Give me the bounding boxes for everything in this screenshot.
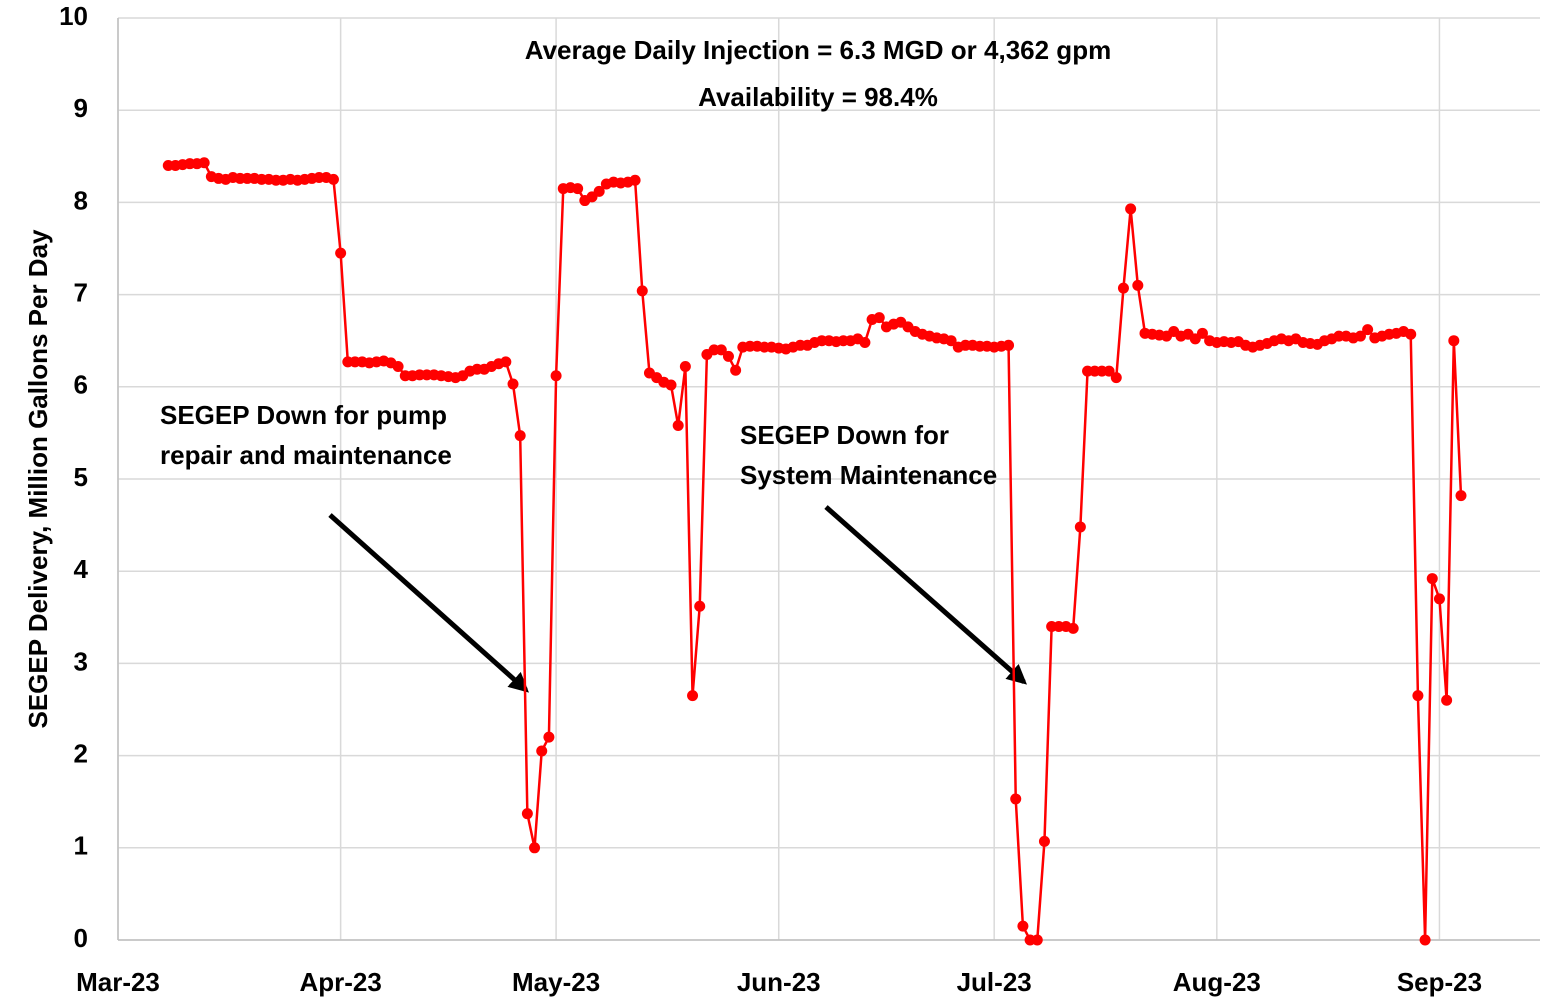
x-tick-label: Apr-23	[299, 967, 381, 997]
y-tick-label: 5	[74, 462, 88, 492]
data-point	[1117, 282, 1129, 294]
data-point	[198, 157, 210, 169]
y-tick-label: 10	[59, 1, 88, 31]
data-point	[1362, 324, 1374, 336]
data-point	[521, 808, 533, 820]
y-tick-label: 8	[74, 185, 88, 215]
data-point	[730, 364, 742, 376]
annotation: repair and maintenance	[160, 440, 452, 470]
data-point	[1354, 330, 1366, 342]
y-tick-label: 4	[74, 554, 89, 584]
data-point	[694, 600, 706, 612]
data-point	[1017, 920, 1029, 932]
x-tick-label: Jul-23	[957, 967, 1032, 997]
y-tick-label: 2	[74, 738, 88, 768]
data-point	[1196, 327, 1208, 339]
data-point	[1433, 593, 1445, 605]
data-point	[1125, 203, 1137, 215]
annotation-arrow	[824, 505, 1027, 685]
data-point	[1110, 372, 1122, 384]
data-point	[672, 420, 684, 432]
data-point	[859, 337, 871, 349]
data-point	[873, 312, 885, 324]
annotation: System Maintenance	[740, 460, 997, 490]
chart-title: Average Daily Injection = 6.3 MGD or 4,3…	[525, 35, 1111, 65]
data-point	[1031, 934, 1043, 946]
data-point	[1405, 328, 1417, 340]
data-point	[1074, 521, 1086, 533]
data-point	[572, 183, 584, 195]
data-point	[1426, 573, 1438, 585]
y-tick-label: 7	[74, 277, 88, 307]
data-point	[945, 335, 957, 347]
y-tick-label: 6	[74, 370, 88, 400]
data-point	[1067, 622, 1079, 634]
x-tick-label: Sep-23	[1397, 967, 1482, 997]
data-point	[392, 361, 404, 373]
data-point	[679, 361, 691, 373]
x-tick-label: Mar-23	[76, 967, 160, 997]
data-point	[715, 344, 727, 356]
data-point	[536, 745, 548, 757]
data-point	[1412, 690, 1424, 702]
y-tick-label: 9	[74, 93, 88, 123]
data-point	[1003, 339, 1015, 351]
y-tick-label: 0	[74, 923, 88, 953]
data-point	[687, 690, 699, 702]
x-tick-label: Aug-23	[1173, 967, 1261, 997]
data-point	[1103, 365, 1115, 377]
data-point	[722, 350, 734, 362]
data-point	[514, 430, 526, 442]
data-point	[593, 185, 605, 197]
data-point	[1010, 793, 1022, 805]
x-tick-label: Jun-23	[737, 967, 821, 997]
data-point	[550, 370, 562, 382]
data-point	[327, 173, 339, 185]
data-point	[1038, 835, 1050, 847]
data-point	[665, 379, 677, 391]
annotation: SEGEP Down for	[740, 420, 949, 450]
data-point	[1448, 335, 1460, 347]
data-point	[500, 356, 512, 368]
data-point	[1132, 279, 1144, 291]
data-point	[1419, 934, 1431, 946]
data-point	[629, 174, 641, 186]
data-point	[335, 247, 347, 259]
y-axis-label: SEGEP Delivery, Million Gallons Per Day	[23, 229, 53, 729]
x-tick-label: May-23	[512, 967, 600, 997]
y-tick-label: 3	[74, 646, 88, 676]
annotation-arrow	[328, 513, 529, 693]
data-point	[636, 285, 648, 297]
annotation: SEGEP Down for pump	[160, 400, 447, 430]
data-line	[168, 161, 1463, 942]
y-tick-label: 1	[74, 831, 88, 861]
data-point	[507, 378, 519, 390]
chart-subtitle: Availability = 98.4%	[698, 82, 938, 112]
data-point	[1455, 490, 1467, 502]
data-point	[529, 842, 541, 854]
data-point	[1441, 694, 1453, 706]
data-point	[543, 731, 555, 743]
